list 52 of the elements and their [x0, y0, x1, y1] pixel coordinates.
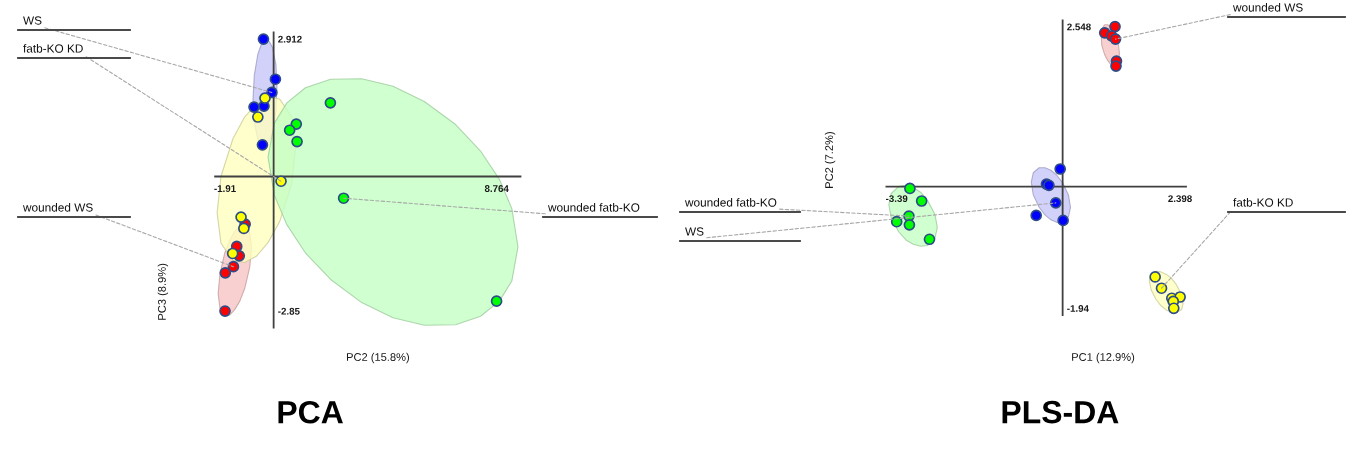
point: [256, 139, 269, 151]
x-tick-label: -1.91: [214, 185, 236, 192]
point: [1049, 197, 1062, 209]
point: [290, 118, 303, 130]
point: [259, 92, 271, 104]
text: wounded WS: [22, 203, 93, 212]
x-tick-label: 2.398: [1168, 195, 1192, 203]
point: [257, 33, 270, 45]
point: [269, 73, 282, 86]
point: [915, 195, 928, 207]
text: PCA: [278, 400, 343, 424]
point: [219, 305, 231, 317]
text: wounded WS: [1232, 3, 1303, 12]
point: [1149, 271, 1162, 283]
point: [337, 192, 350, 205]
point: [1030, 209, 1043, 222]
point: [238, 222, 250, 235]
point: [1109, 20, 1121, 33]
point: [235, 211, 247, 223]
x-axis-title: PC2 (15.8%): [346, 352, 409, 364]
point: [1110, 60, 1122, 72]
y-tick-label: 2.548: [1067, 23, 1091, 31]
point: [1054, 163, 1067, 175]
point: [1057, 214, 1069, 227]
point: [1167, 302, 1180, 315]
point: [248, 101, 260, 113]
text: WS: [23, 16, 42, 25]
text: PLS-DA: [1002, 400, 1119, 424]
point: [903, 219, 916, 231]
text: fatb-KO KD: [23, 44, 83, 53]
point: [283, 124, 296, 137]
point: [219, 266, 232, 279]
y-tick-label: -1.94: [1067, 305, 1089, 312]
text: fatb-KO KD: [1233, 197, 1293, 207]
point: [923, 233, 936, 246]
text: wounded fatb-KO: [547, 203, 640, 212]
point: [904, 182, 916, 195]
point: [275, 175, 287, 188]
point: [490, 295, 503, 308]
point: [324, 97, 337, 109]
text: wounded fatb-KO: [684, 197, 777, 207]
y-tick-label: 2.912: [278, 35, 302, 43]
point: [291, 135, 303, 148]
point: [226, 247, 239, 260]
y-axis-title: PC3 (8.9%): [157, 263, 169, 320]
x-axis-title: PC1 (12.9%): [1072, 352, 1135, 364]
y-tick-label: -2.85: [278, 307, 300, 315]
point: [252, 111, 264, 123]
x-tick-label: 8.764: [484, 185, 509, 192]
x-tick-label: -3.39: [885, 195, 908, 203]
text: WS: [685, 227, 704, 236]
y-axis-title: PC2 (7.2%): [824, 132, 836, 188]
